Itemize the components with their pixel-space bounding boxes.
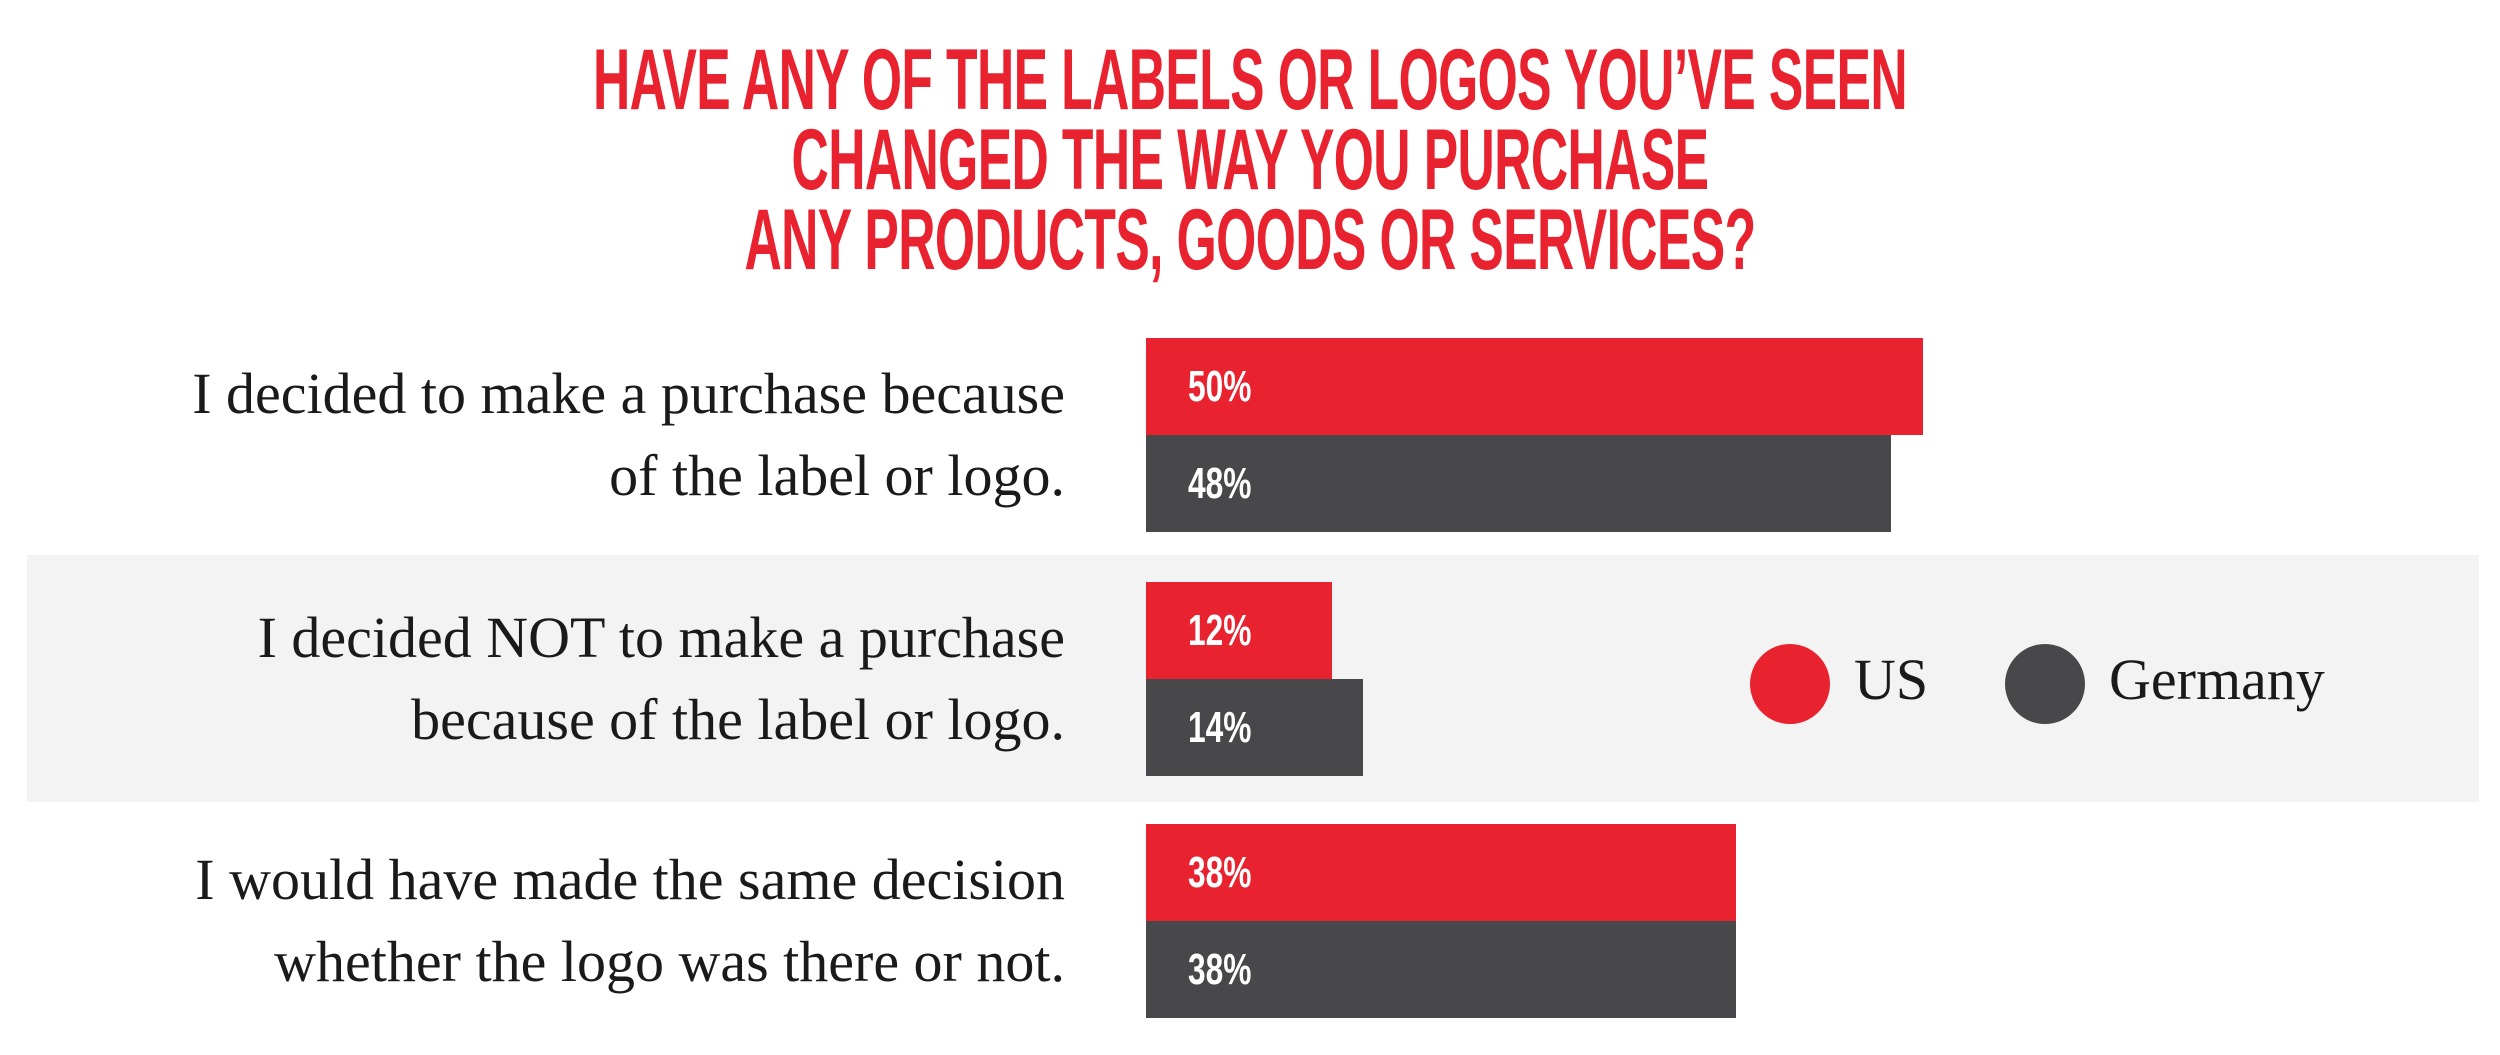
category-label: I would have made the same decision whet…	[195, 847, 1065, 994]
legend-label: US	[1854, 647, 1929, 712]
value-label: 38%	[1188, 848, 1252, 897]
bar	[1146, 921, 1737, 1018]
value-label: 14%	[1188, 703, 1252, 752]
title-box: HAVE ANY OF THE LABELS OR LOGOS YOU’VE S…	[0, 32, 2500, 288]
bar	[1146, 582, 1333, 679]
category-label: I decided NOT to make a purchase because…	[257, 605, 1065, 752]
legend-marker	[2005, 644, 2085, 724]
legend-label: Germany	[2109, 647, 2325, 712]
value-label: 38%	[1188, 945, 1252, 994]
value-label: 50%	[1188, 362, 1252, 411]
bar	[1146, 338, 1923, 435]
bar	[1146, 679, 1364, 776]
legend-marker	[1750, 644, 1830, 724]
bar	[1146, 435, 1892, 532]
bar	[1146, 824, 1737, 921]
category-label: I decided to make a purchase because of …	[192, 361, 1065, 508]
value-label: 48%	[1188, 459, 1252, 508]
value-label: 12%	[1188, 606, 1252, 655]
chart-title: HAVE ANY OF THE LABELS OR LOGOS YOU’VE S…	[592, 32, 1908, 288]
